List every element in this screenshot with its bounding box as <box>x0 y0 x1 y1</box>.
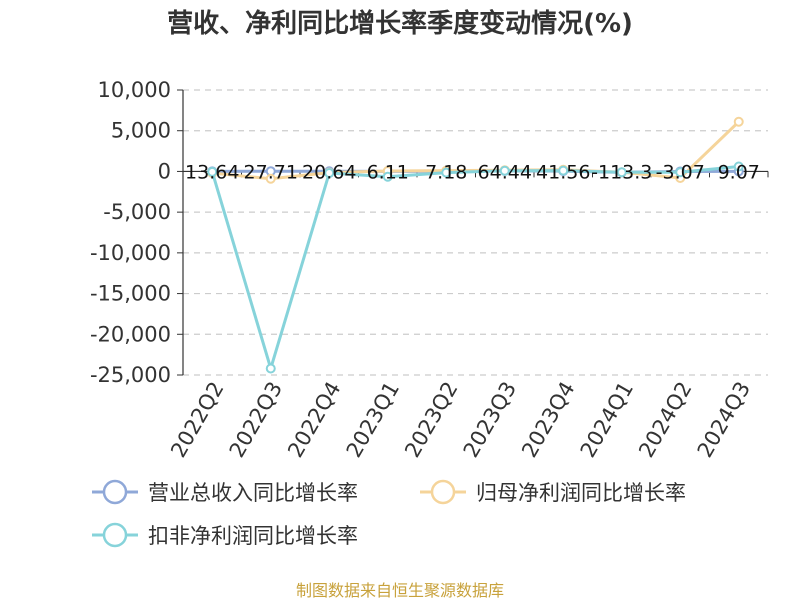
data-point[interactable] <box>207 166 218 177</box>
x-tick-label: 2024Q3 <box>693 378 755 462</box>
data-label: -113.3 <box>591 161 652 183</box>
data-label: 6.11 <box>367 161 409 183</box>
y-tick-label: 0 <box>158 159 171 183</box>
data-point[interactable] <box>499 165 510 176</box>
y-tick-label: -10,000 <box>90 241 171 265</box>
legend-label: 归母净利润同比增长率 <box>476 481 686 505</box>
grid-lines <box>183 89 768 376</box>
legend-marker-icon <box>102 479 128 505</box>
data-point[interactable] <box>382 171 393 182</box>
y-tick-label: -15,000 <box>90 282 171 306</box>
data-point[interactable] <box>558 165 569 176</box>
x-tick-label: 2022Q3 <box>225 378 287 462</box>
y-tick-label: -5,000 <box>103 200 171 224</box>
data-label: 64.44 <box>478 161 532 183</box>
legend-marker-icon <box>102 522 128 548</box>
source-note: 制图数据来自恒生聚源数据库 <box>296 581 504 600</box>
data-point[interactable] <box>675 167 686 178</box>
data-label: 9.07 <box>718 161 760 183</box>
data-point[interactable] <box>616 167 627 178</box>
data-label: 13.64 <box>185 161 239 183</box>
y-tick-label: -25,000 <box>90 363 171 387</box>
y-tick-label: 5,000 <box>111 119 171 143</box>
x-tick-label: 2022Q2 <box>166 378 228 462</box>
x-tick-label: 2024Q1 <box>576 378 638 462</box>
data-point[interactable] <box>441 167 452 178</box>
series-line-2 <box>210 165 739 370</box>
series-group <box>207 116 744 374</box>
y-tick-label: 10,000 <box>98 78 171 102</box>
x-tick-label: 2022Q4 <box>283 378 345 462</box>
x-tick-label: 2023Q4 <box>517 378 579 462</box>
data-point[interactable] <box>324 168 335 179</box>
axes: 10,000 5,000 0 -5,000 -10,000 -15,000 -20,000 -… <box>90 78 769 462</box>
data-label: 20.64 <box>302 161 356 183</box>
x-tick-label: 2023Q2 <box>400 378 462 462</box>
data-point[interactable] <box>733 161 744 172</box>
chart-title: 营收、净利同比增长率季度变动情况(%) <box>167 8 633 39</box>
data-labels: 13.64 27.71 20.64 6.11 7.18 64.44 41.56 -113.3-… <box>185 161 760 183</box>
legend-marker-icon <box>430 479 456 505</box>
legend-item[interactable]: 扣非净利润同比增长率 <box>92 522 358 548</box>
legend-item[interactable]: 归母净利润同比增长率 <box>420 479 686 505</box>
data-point[interactable] <box>733 116 744 127</box>
data-label: 7.18 <box>425 161 467 183</box>
data-label: 27.71 <box>244 161 298 183</box>
legend-label: 营业总收入同比增长率 <box>148 481 358 505</box>
x-tick-label: 2024Q2 <box>634 378 696 462</box>
data-point[interactable] <box>265 173 276 184</box>
data-point[interactable] <box>265 363 276 374</box>
y-tick-label: -20,000 <box>90 322 171 346</box>
data-label: 41.56 <box>536 161 590 183</box>
legend-item[interactable]: 营业总收入同比增长率 <box>92 479 358 505</box>
legend-label: 扣非净利润同比增长率 <box>148 524 358 548</box>
x-tick-label: 2023Q3 <box>459 378 521 462</box>
x-tick-label: 2023Q1 <box>342 378 404 462</box>
data-label: -3.07 <box>656 161 705 183</box>
